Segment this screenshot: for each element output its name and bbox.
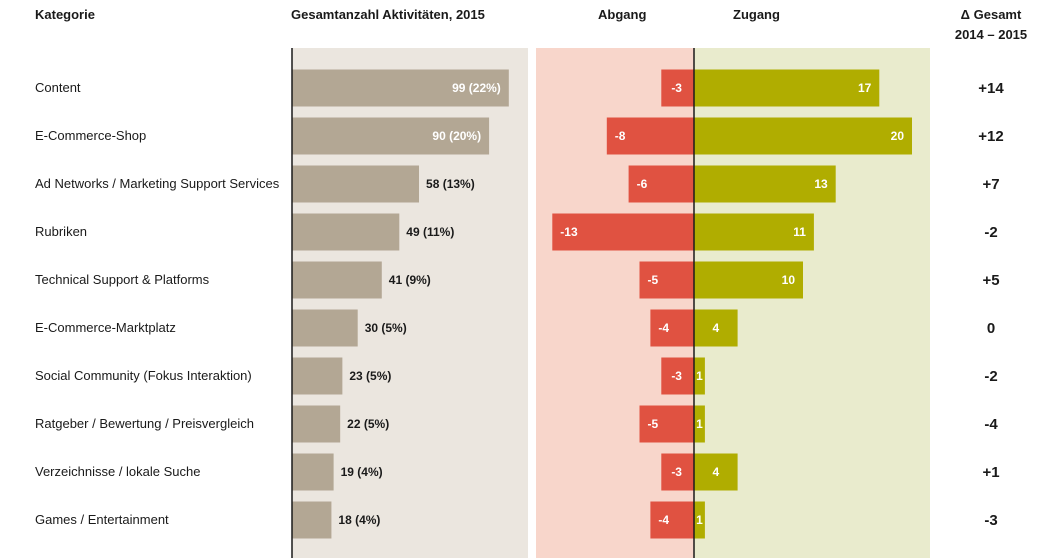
loss-bar bbox=[628, 165, 694, 203]
loss-bar bbox=[552, 213, 694, 251]
category-label: Technical Support & Platforms bbox=[35, 272, 210, 287]
total-value-label: 22 (5%) bbox=[347, 417, 389, 431]
loss-bar bbox=[661, 453, 694, 491]
category-label: Verzeichnisse / lokale Suche bbox=[35, 464, 200, 479]
header-total: Gesamtanzahl Aktivitäten, 2015 bbox=[291, 7, 485, 22]
gain-bar bbox=[694, 69, 880, 107]
gain-value-label: 1 bbox=[696, 369, 703, 383]
delta-value-label: -3 bbox=[984, 512, 997, 529]
total-value-label: 19 (4%) bbox=[341, 465, 383, 479]
total-bar bbox=[292, 69, 509, 107]
delta-value-label: +7 bbox=[982, 176, 999, 193]
loss-value-label: -3 bbox=[671, 465, 682, 479]
gain-value-label: 10 bbox=[782, 273, 796, 287]
total-value-label: 23 (5%) bbox=[349, 369, 391, 383]
total-bar bbox=[292, 261, 382, 299]
loss-value-label: -3 bbox=[671, 81, 682, 95]
gain-bar bbox=[694, 357, 705, 395]
total-bar bbox=[292, 213, 400, 251]
total-bar bbox=[292, 357, 343, 395]
loss-value-label: -5 bbox=[648, 417, 659, 431]
category-label: E-Commerce-Shop bbox=[35, 128, 146, 143]
loss-bar bbox=[650, 309, 694, 347]
total-value-label: 49 (11%) bbox=[406, 225, 454, 239]
header-delta: Δ Gesamt 2014 – 2015 bbox=[948, 5, 1034, 45]
delta-value-label: 0 bbox=[987, 320, 995, 337]
category-label: Ratgeber / Bewertung / Preisvergleich bbox=[35, 416, 254, 431]
category-label: Social Community (Fokus Interaktion) bbox=[35, 368, 252, 383]
header-loss: Abgang bbox=[598, 7, 647, 22]
gain-value-label: 13 bbox=[814, 177, 828, 191]
header-delta-line1: Δ Gesamt bbox=[960, 7, 1022, 22]
total-value-label: 58 (13%) bbox=[426, 177, 475, 191]
gain-bar bbox=[694, 309, 738, 347]
gain-bar bbox=[694, 117, 912, 155]
loss-bar bbox=[639, 261, 694, 299]
gain-bar bbox=[694, 213, 814, 251]
gain-value-label: 4 bbox=[712, 465, 719, 479]
category-label: E-Commerce-Marktplatz bbox=[35, 320, 176, 335]
category-label: Games / Entertainment bbox=[35, 512, 169, 527]
total-bar bbox=[292, 165, 420, 203]
gain-value-label: 20 bbox=[891, 129, 905, 143]
loss-value-label: -8 bbox=[615, 129, 626, 143]
delta-value-label: +12 bbox=[978, 128, 1003, 145]
loss-value-label: -13 bbox=[560, 225, 578, 239]
delta-value-label: +5 bbox=[982, 272, 999, 289]
total-value-label: 41 (9%) bbox=[389, 273, 431, 287]
gain-value-label: 11 bbox=[793, 225, 806, 239]
loss-value-label: -4 bbox=[658, 513, 669, 527]
total-bar bbox=[292, 501, 332, 539]
total-bar bbox=[292, 453, 334, 491]
category-label: Content bbox=[35, 80, 81, 95]
loss-bar bbox=[639, 405, 694, 443]
gain-bar bbox=[694, 405, 705, 443]
total-bar bbox=[292, 405, 341, 443]
gain-bar bbox=[694, 165, 836, 203]
total-bar bbox=[292, 309, 358, 347]
category-label: Ad Networks / Marketing Support Services bbox=[35, 176, 280, 191]
category-label: Rubriken bbox=[35, 224, 87, 239]
loss-bar bbox=[661, 357, 694, 395]
loss-bar bbox=[661, 69, 694, 107]
gain-value-label: 17 bbox=[858, 81, 872, 95]
total-value-label: 90 (20%) bbox=[432, 129, 481, 143]
loss-bar bbox=[606, 117, 694, 155]
loss-value-label: -5 bbox=[648, 273, 659, 287]
gain-value-label: 1 bbox=[696, 417, 703, 431]
total-value-label: 18 (4%) bbox=[338, 513, 380, 527]
gain-bar bbox=[694, 261, 803, 299]
total-value-label: 99 (22%) bbox=[452, 81, 501, 95]
delta-value-label: -2 bbox=[984, 224, 997, 241]
delta-value-label: +14 bbox=[978, 80, 1004, 97]
delta-value-label: -4 bbox=[984, 416, 998, 433]
loss-value-label: -3 bbox=[671, 369, 682, 383]
loss-value-label: -6 bbox=[637, 177, 648, 191]
gain-value-label: 4 bbox=[712, 321, 719, 335]
delta-value-label: -2 bbox=[984, 368, 997, 385]
gain-bar bbox=[694, 453, 738, 491]
header-delta-line2: 2014 – 2015 bbox=[954, 27, 1028, 42]
gain-value-label: 1 bbox=[696, 513, 703, 527]
total-bar bbox=[292, 117, 490, 155]
loss-value-label: -4 bbox=[658, 321, 669, 335]
total-value-label: 30 (5%) bbox=[365, 321, 407, 335]
delta-value-label: +1 bbox=[982, 464, 999, 481]
loss-bar bbox=[650, 501, 694, 539]
gain-bar bbox=[694, 501, 705, 539]
header-gain: Zugang bbox=[733, 7, 780, 22]
header-category: Kategorie bbox=[35, 7, 95, 22]
